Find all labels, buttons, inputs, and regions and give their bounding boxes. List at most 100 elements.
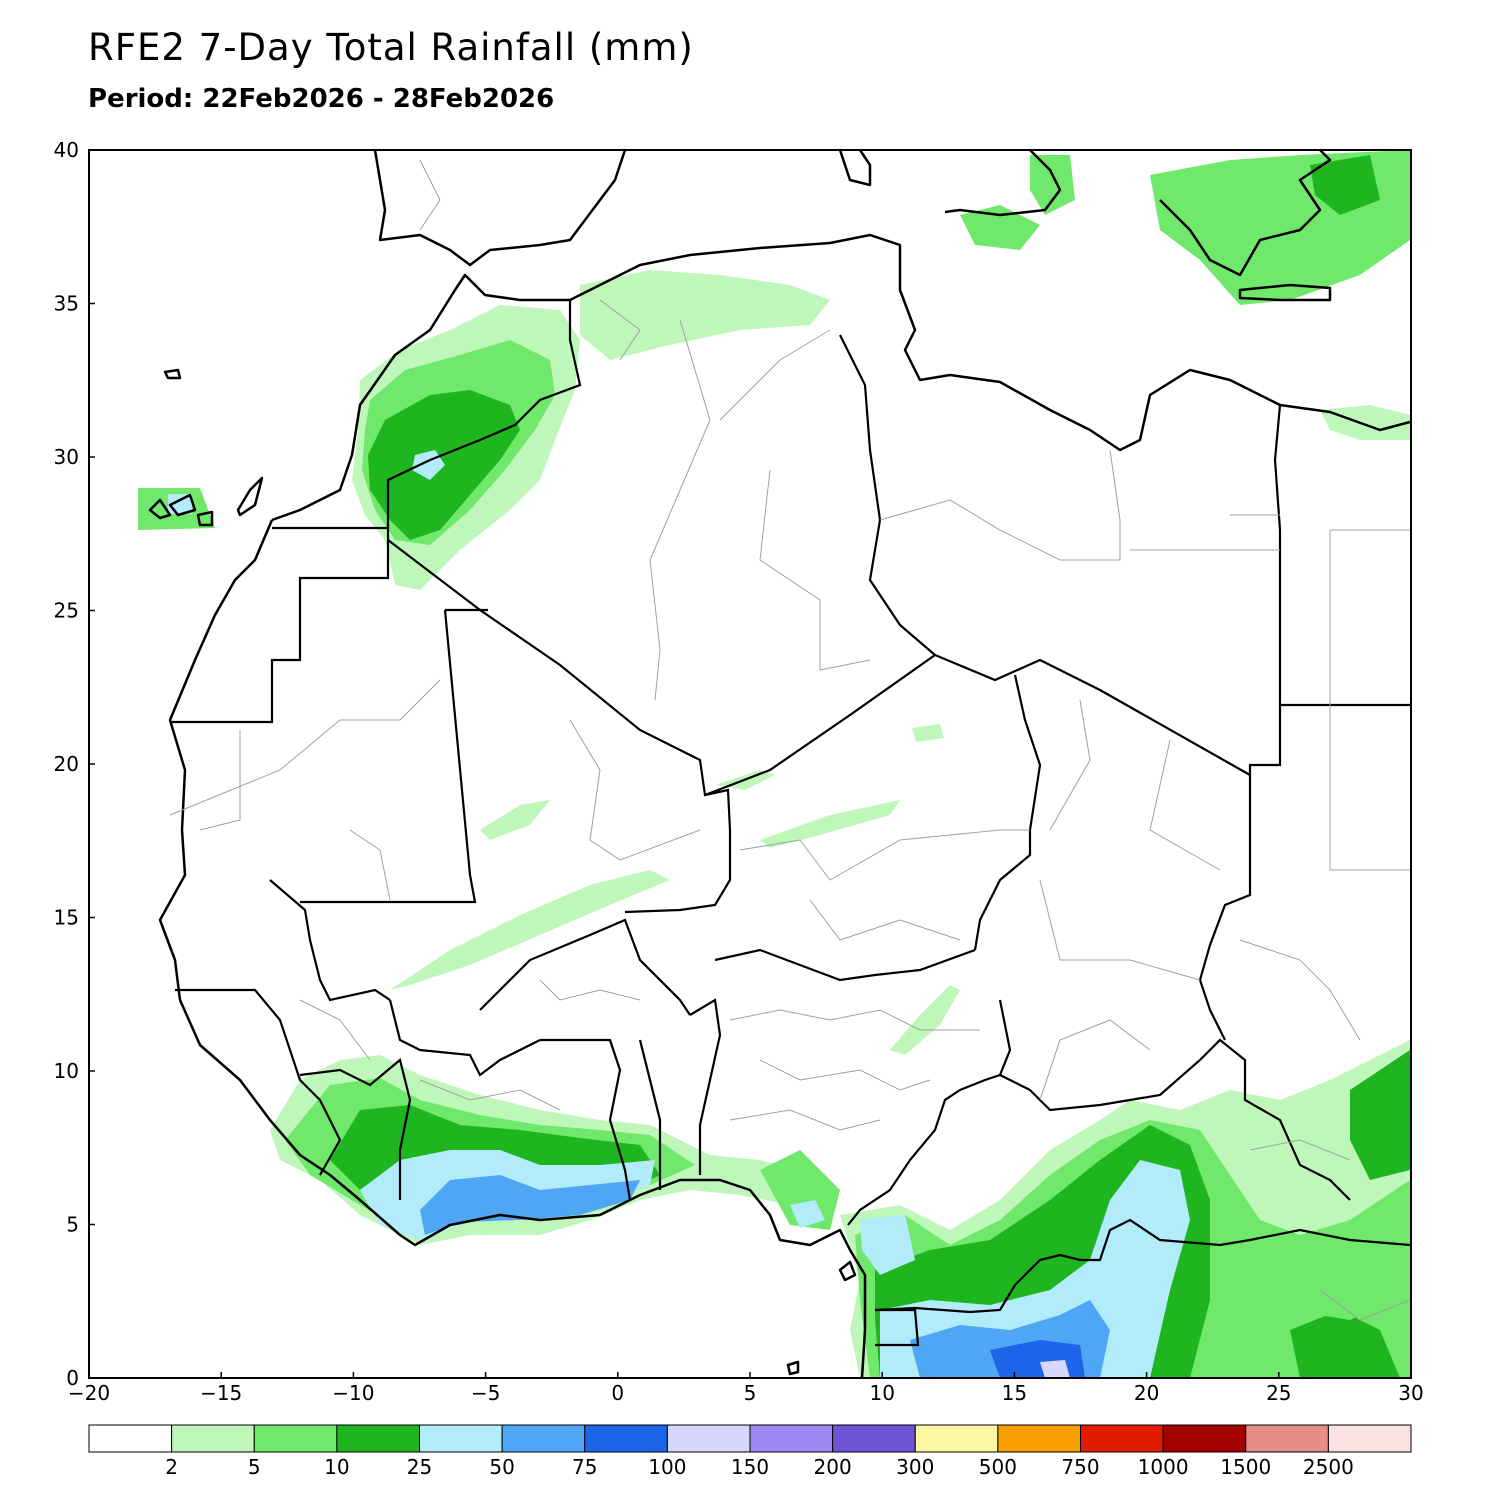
legend-label: 1500 bbox=[1220, 1455, 1271, 1479]
y-tick-label: 5 bbox=[66, 1213, 79, 1237]
admin-line bbox=[419, 1079, 561, 1111]
admin-line bbox=[299, 999, 371, 1061]
west-africa-coastline bbox=[158, 519, 867, 1378]
rainfall-shading bbox=[138, 150, 1410, 1378]
admin-line bbox=[569, 719, 701, 861]
admin-line bbox=[419, 159, 441, 231]
border-ghana bbox=[540, 1038, 632, 1201]
border-car bbox=[999, 1038, 1351, 1201]
x-tick-label: 5 bbox=[744, 1381, 757, 1405]
map-title: RFE2 7-Day Total Rainfall (mm) bbox=[88, 26, 694, 69]
admin-line bbox=[539, 979, 641, 1001]
bioko-coastline bbox=[838, 1260, 857, 1282]
legend-swatch bbox=[501, 1424, 586, 1453]
x-tick-label: −5 bbox=[471, 1381, 500, 1405]
y-tick-label: 40 bbox=[54, 138, 79, 162]
x-tick-label: −10 bbox=[332, 1381, 374, 1405]
canary-coastline-4 bbox=[236, 476, 264, 517]
border-niger-chad bbox=[973, 674, 1042, 951]
legend-label: 2500 bbox=[1303, 1455, 1354, 1479]
legend-colorbar: 2 5 10 25 50 75 100 150 200 300 500 750 1000 1500 2500 bbox=[88, 1424, 1412, 1479]
canary-coastline-2 bbox=[168, 493, 197, 517]
admin-line bbox=[199, 730, 241, 831]
legend-swatch bbox=[1162, 1424, 1247, 1453]
border-morocco-algeria bbox=[386, 300, 582, 528]
border-guinea bbox=[175, 988, 342, 1176]
legend-swatch bbox=[584, 1424, 668, 1453]
border-morocco-wsahara bbox=[170, 526, 390, 724]
border-burkina bbox=[479, 918, 691, 1016]
admin-line bbox=[809, 899, 961, 941]
y-tick-label: 20 bbox=[54, 752, 79, 776]
admin-line bbox=[879, 449, 1121, 561]
legend-label: 2 bbox=[165, 1455, 178, 1479]
legend-label: 25 bbox=[407, 1455, 432, 1479]
admin-line bbox=[599, 299, 641, 361]
legend-label: 200 bbox=[814, 1455, 852, 1479]
legend-swatch bbox=[914, 1424, 999, 1453]
rain-area-southeast-10 bbox=[1290, 1310, 1400, 1378]
rain-area-east-africa-10 bbox=[1350, 1050, 1410, 1180]
border-cameroon bbox=[847, 999, 1012, 1226]
legend-swatch bbox=[666, 1424, 751, 1453]
legend-swatch bbox=[1080, 1424, 1164, 1453]
sao-tome-coastline bbox=[786, 1360, 800, 1376]
admin-line bbox=[729, 1009, 980, 1031]
border-gabon bbox=[875, 1308, 920, 1347]
rain-streak-sahel-3 bbox=[760, 800, 900, 848]
madeira-coastline bbox=[163, 368, 182, 380]
country-borders bbox=[170, 300, 1411, 1347]
rain-streak-sahel-1 bbox=[390, 870, 670, 990]
sardinia-coastline bbox=[838, 150, 872, 187]
rain-area-southeast-5 bbox=[1270, 1230, 1390, 1320]
legend-label: 10 bbox=[324, 1455, 349, 1479]
border-senegal-mali bbox=[269, 879, 391, 1002]
legend-swatch bbox=[88, 1424, 173, 1453]
y-tick-label: 30 bbox=[54, 445, 79, 469]
greece-coastline bbox=[1159, 150, 1332, 277]
admin-line bbox=[759, 1059, 931, 1091]
border-algeria-libya bbox=[839, 334, 936, 656]
x-tick-label: 25 bbox=[1266, 1381, 1291, 1405]
x-tick-label: 20 bbox=[1134, 1381, 1159, 1405]
y-tick-label: 35 bbox=[54, 292, 79, 316]
rain-area-italy-5 bbox=[1030, 155, 1075, 215]
border-ghana-togo bbox=[638, 1039, 662, 1190]
legend-label: 150 bbox=[731, 1455, 769, 1479]
border-libya-egypt bbox=[1273, 404, 1410, 707]
rain-area-sicily-5 bbox=[960, 205, 1040, 250]
admin-line bbox=[1039, 879, 1201, 981]
rain-area-algeria-coast-2 bbox=[580, 270, 830, 360]
legend-swatch bbox=[419, 1424, 503, 1453]
x-axis: −20 −15 −10 −5 0 5 10 15 20 25 30 bbox=[68, 1372, 1424, 1405]
legend-label: 50 bbox=[489, 1455, 514, 1479]
legend-swatch bbox=[749, 1424, 834, 1453]
legend-label: 100 bbox=[648, 1455, 686, 1479]
admin-line bbox=[1239, 939, 1361, 1041]
border-mali-niger bbox=[624, 788, 732, 914]
rain-streak-sahel-6 bbox=[912, 724, 944, 742]
admin-line bbox=[1039, 1019, 1151, 1101]
y-axis: 0 5 10 15 20 25 30 35 40 bbox=[54, 138, 95, 1390]
admin-line bbox=[759, 469, 871, 671]
y-tick-label: 0 bbox=[66, 1366, 79, 1390]
x-tick-label: −20 bbox=[68, 1381, 110, 1405]
admin-line bbox=[1049, 699, 1091, 831]
admin-line bbox=[1149, 739, 1221, 871]
legend-label: 75 bbox=[572, 1455, 597, 1479]
legend-label: 300 bbox=[896, 1455, 934, 1479]
border-algeria-mali bbox=[387, 539, 936, 797]
border-liberia bbox=[299, 1058, 412, 1200]
border-libya-sudan bbox=[1248, 705, 1282, 775]
y-tick-label: 15 bbox=[54, 906, 79, 930]
legend-swatch bbox=[171, 1424, 255, 1453]
italy-coastline bbox=[944, 150, 1062, 217]
x-tick-label: 10 bbox=[869, 1381, 894, 1405]
rain-area-central-africa-25 bbox=[880, 1160, 1190, 1378]
x-tick-label: 15 bbox=[1002, 1381, 1027, 1405]
legend-swatch bbox=[253, 1424, 338, 1453]
y-tick-label: 25 bbox=[54, 599, 79, 623]
admin-line bbox=[169, 679, 441, 816]
rain-streak-sahel-5 bbox=[890, 985, 960, 1055]
